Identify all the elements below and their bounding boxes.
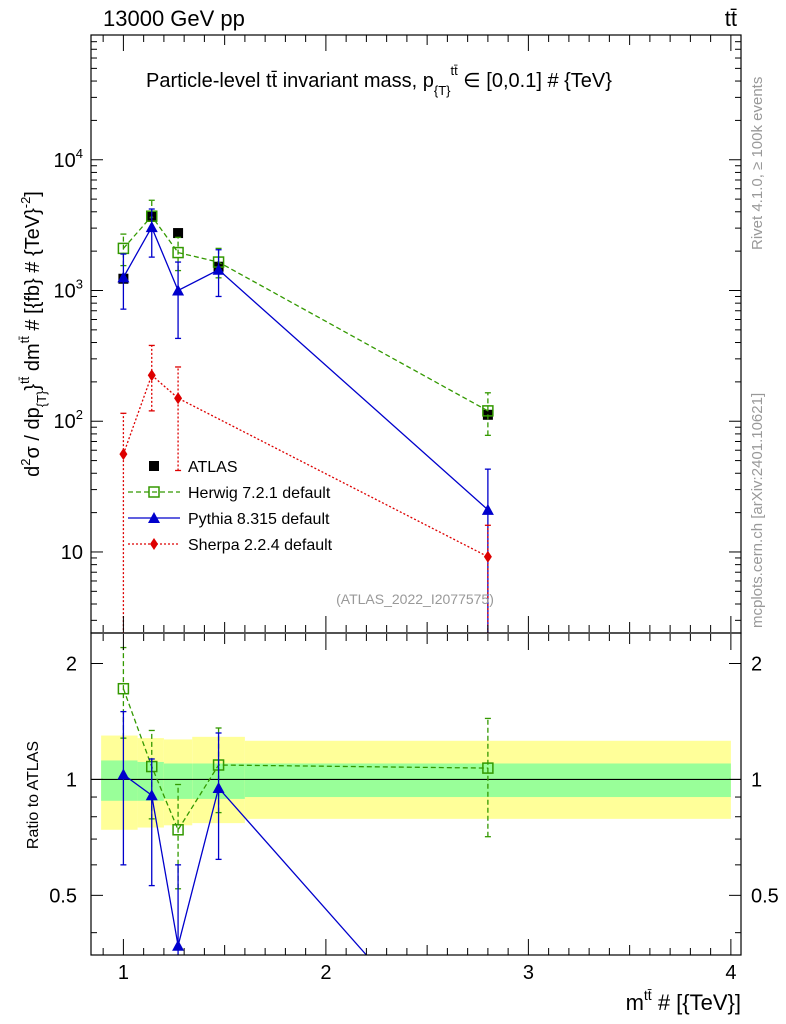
ratio-tick-label-right: 0.5 [751, 885, 779, 907]
ratio-tick-label: 0.5 [49, 885, 77, 907]
legend-entry-pythia: Pythia 8.315 default [128, 511, 330, 528]
legend-entry-sherpa: Sherpa 2.2.4 default [128, 537, 333, 554]
legend-entry-herwig: Herwig 7.2.1 default [128, 485, 331, 502]
x-tick-label: 2 [320, 962, 331, 984]
herwig-ratio-point [117, 682, 130, 695]
pythia-point [212, 263, 225, 275]
plot-title: Particle-level tt̄ invariant mass, p{T}t… [146, 63, 612, 98]
x-tick-label: 1 [118, 962, 129, 984]
y-tick-label: 103 [54, 276, 83, 302]
pythia-ratio-point [212, 781, 225, 793]
legend-entry-atlas: ATLAS [149, 459, 238, 476]
sherpa-point [174, 392, 183, 405]
legend-marker-pythia [148, 512, 160, 523]
herwig-point [482, 405, 494, 417]
legend-label-sherpa: Sherpa 2.2.4 default [188, 537, 333, 554]
ratio-plot-frame [90, 632, 742, 956]
pythia-point [172, 284, 185, 296]
stat-uncertainty-band [163, 763, 193, 799]
analysis-watermark: (ATLAS_2022_I2077575) [336, 591, 494, 607]
energy-label: 13000 GeV pp [103, 6, 245, 31]
y-tick-exponent: 3 [76, 276, 83, 291]
y-tick-exponent: 2 [76, 407, 83, 422]
herwig-point [172, 246, 184, 259]
sherpa-point [147, 369, 156, 382]
y-tick-base: 10 [54, 411, 76, 433]
ratio-tick-label: 1 [66, 769, 77, 791]
x-tick-label: 4 [725, 962, 736, 984]
atlas-point [173, 228, 184, 239]
legend-marker-sherpa [150, 538, 158, 550]
y-tick-base: 10 [61, 542, 83, 564]
ratio-panel: 0.5 0.5 1 1 2 2 1 2 3 4 [49, 35, 779, 984]
ratio-tick-label: 2 [66, 653, 77, 675]
pythia-series [117, 208, 494, 633]
pythia-ratio-point [117, 768, 130, 780]
legend-label-herwig: Herwig 7.2.1 default [188, 485, 331, 502]
legend-label-pythia: Pythia 8.315 default [188, 511, 330, 528]
main-plot [117, 199, 494, 633]
ratio-plot [117, 646, 494, 955]
ratio-tick-label-right: 2 [751, 653, 762, 675]
atlas-series [118, 211, 493, 420]
x-ticks: 1 2 3 4 [102, 35, 736, 984]
mcplots-label: mcplots.cern.ch [arXiv:2401.10621] [749, 393, 766, 628]
y-tick-base: 10 [54, 280, 76, 302]
y-axis-label: d2σ / dp{T}}tt̄ dmtt̄ # [{fb} # {TeV}-2] [17, 191, 49, 477]
sherpa-line [122, 374, 489, 558]
pythia-ratio-point [172, 939, 185, 951]
legend-label-atlas: ATLAS [188, 459, 238, 476]
ratio-y-ticks: 0.5 0.5 1 1 2 2 [49, 653, 779, 934]
pythia-point [145, 221, 158, 233]
y-tick-label: 10 [61, 542, 83, 564]
pythia-point [481, 503, 494, 515]
sherpa-series [119, 344, 492, 633]
ratio-y-axis-label: Ratio to ATLAS [25, 741, 42, 849]
pythia-point [117, 271, 130, 283]
herwig-ratio-point [172, 824, 184, 836]
pythia-ratio-series [117, 710, 367, 955]
sherpa-point [119, 448, 128, 461]
y-tick-base: 10 [54, 150, 76, 172]
legend-marker-herwig [148, 486, 160, 498]
pythia-ratio-point [145, 789, 158, 801]
ratio-bands [91, 735, 741, 830]
y-tick-label: 104 [54, 146, 83, 172]
x-tick-label: 3 [523, 962, 534, 984]
herwig-ratio-point [482, 762, 494, 774]
process-label: tt̄ [725, 6, 737, 31]
y-tick-exponent: 4 [76, 146, 83, 161]
sherpa-point [483, 550, 492, 563]
legend: ATLAS Herwig 7.2.1 default Pythia 8.315 de… [128, 459, 333, 554]
y-tick-label: 102 [54, 407, 83, 433]
legend-marker-atlas [149, 461, 159, 471]
x-axis-label: mtt̄ # [{TeV}] [626, 987, 741, 1015]
rivet-label: Rivet 4.1.0, ≥ 100k events [749, 77, 766, 250]
herwig-point [117, 242, 130, 255]
herwig-line [122, 215, 489, 412]
ratio-tick-label-right: 1 [751, 769, 762, 791]
